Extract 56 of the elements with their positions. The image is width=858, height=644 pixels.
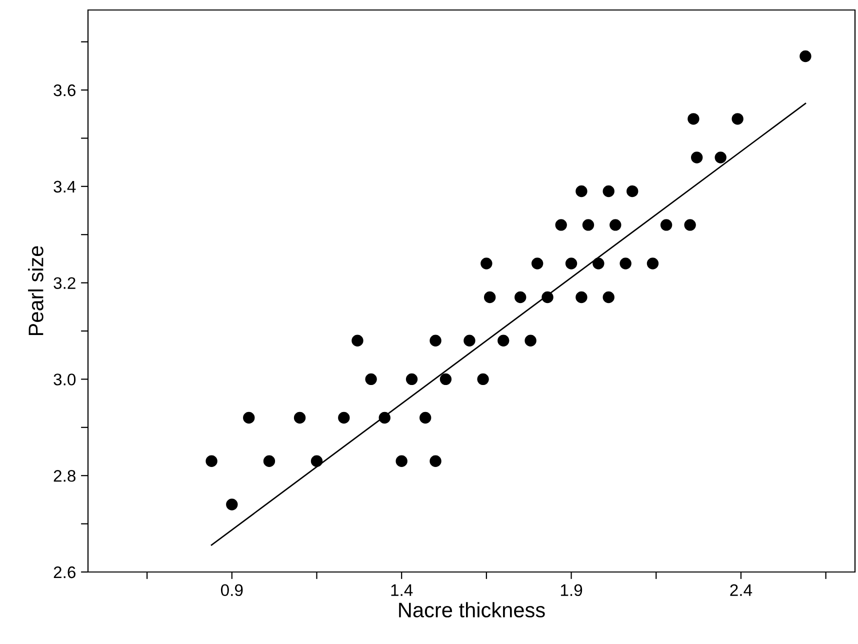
point <box>294 412 306 424</box>
point <box>440 373 452 386</box>
point <box>464 334 476 346</box>
point <box>565 258 578 270</box>
y-axis-title: Pearl size <box>28 246 44 336</box>
point <box>646 258 659 270</box>
point <box>620 258 632 270</box>
y-tick-label: 3.2 <box>54 277 76 290</box>
y-tick-label: 3.0 <box>54 374 76 386</box>
point <box>498 334 510 346</box>
point <box>430 455 442 467</box>
point <box>206 455 218 467</box>
point <box>626 185 638 198</box>
point <box>430 334 442 346</box>
point <box>243 412 255 424</box>
x-tick-label: 0.9 <box>220 584 243 596</box>
point <box>602 185 614 198</box>
y-tick-label: 2.6 <box>54 566 76 578</box>
point <box>732 113 744 125</box>
point <box>338 412 350 424</box>
point <box>226 498 238 510</box>
point <box>691 152 703 164</box>
point <box>365 373 377 386</box>
point <box>684 219 696 231</box>
point <box>602 291 614 304</box>
point <box>263 455 276 467</box>
point <box>420 412 432 424</box>
point <box>531 258 544 270</box>
point <box>610 219 622 231</box>
x-axis-title: Nacre thickness <box>399 602 545 618</box>
x-tick-label: 1.9 <box>560 584 582 596</box>
y-tick-label: 3.6 <box>54 84 76 96</box>
point <box>660 219 672 231</box>
x-tick-label: 1.4 <box>391 584 413 596</box>
point <box>310 455 323 467</box>
point <box>576 185 588 198</box>
point <box>688 113 700 125</box>
y-tick-label: 2.8 <box>54 470 76 482</box>
point <box>576 291 588 304</box>
point <box>396 455 408 467</box>
point <box>514 291 526 304</box>
point <box>555 219 567 231</box>
point <box>484 291 496 304</box>
x-tick-label: 2.4 <box>730 584 752 596</box>
point <box>477 373 489 386</box>
y-tick-label: 3.4 <box>54 180 76 193</box>
point <box>480 258 492 270</box>
point <box>800 50 812 62</box>
point <box>714 152 726 164</box>
point <box>524 334 536 346</box>
point <box>352 334 364 346</box>
point <box>582 219 594 231</box>
point <box>406 373 418 386</box>
point <box>542 291 554 304</box>
point <box>592 258 604 270</box>
point <box>378 412 390 424</box>
